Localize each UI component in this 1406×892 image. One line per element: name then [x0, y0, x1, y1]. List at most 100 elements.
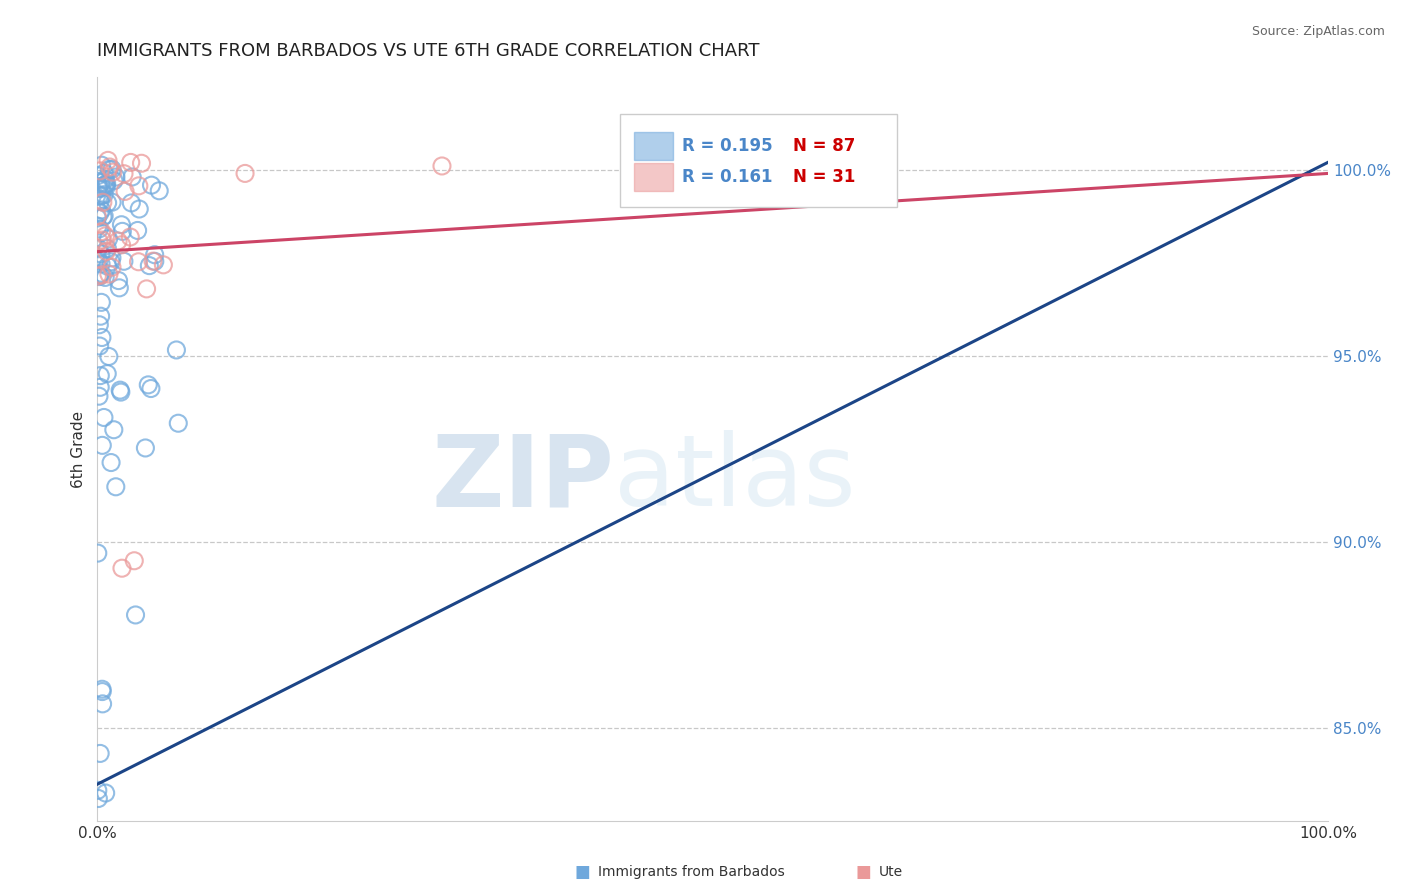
Point [104, 170, 127, 185]
Point [90, 181, 112, 195]
Point [143, 254, 166, 268]
Point [89, 268, 111, 282]
Text: ■: ■ [856, 863, 872, 881]
Point [96, 367, 118, 381]
Point [91, 697, 114, 711]
Point [120, 195, 142, 210]
Point [89, 318, 111, 332]
Point [430, 159, 453, 173]
Point [87, 242, 110, 256]
Point [98, 162, 121, 177]
Point [90, 309, 112, 323]
Point [91, 438, 114, 452]
Point [91, 233, 114, 247]
Point [148, 184, 170, 198]
Point [91, 682, 114, 697]
Point [121, 169, 143, 184]
Point [110, 385, 132, 400]
Point [89, 269, 111, 284]
Point [90, 295, 112, 310]
Point [97, 195, 120, 210]
Point [87, 254, 110, 268]
Text: R = 0.161: R = 0.161 [682, 169, 772, 186]
Point [139, 382, 162, 396]
Point [100, 456, 122, 470]
Point [111, 561, 134, 575]
Text: atlas: atlas [614, 430, 856, 527]
Text: N = 87: N = 87 [793, 136, 855, 155]
Point [152, 258, 174, 272]
Point [98, 160, 121, 174]
Point [142, 254, 165, 268]
Point [120, 230, 142, 244]
Point [107, 234, 129, 248]
Text: Immigrants from Barbados: Immigrants from Barbados [598, 865, 785, 880]
Point [96, 259, 118, 273]
FancyBboxPatch shape [620, 114, 897, 207]
Point [97, 267, 120, 281]
Point [136, 377, 159, 392]
Point [93, 179, 115, 194]
Point [103, 174, 125, 188]
Point [86, 169, 108, 183]
Point [89, 194, 111, 208]
Text: ZIP: ZIP [432, 430, 614, 527]
Point [89, 747, 111, 761]
Point [89, 380, 111, 394]
Point [124, 554, 146, 568]
Point [94, 228, 117, 243]
Point [90, 158, 112, 172]
Point [167, 416, 190, 430]
Point [90, 225, 112, 239]
Point [101, 195, 124, 210]
Point [101, 260, 124, 275]
Point [120, 155, 142, 169]
Point [91, 210, 114, 224]
Point [87, 389, 110, 403]
Point [104, 480, 127, 494]
Point [90, 188, 112, 202]
Point [90, 330, 112, 344]
Point [134, 441, 156, 455]
Point [103, 423, 125, 437]
Point [87, 182, 110, 196]
Point [90, 176, 112, 190]
Point [101, 162, 124, 177]
Point [128, 254, 150, 268]
Point [89, 222, 111, 236]
Point [110, 218, 132, 232]
Point [110, 237, 132, 252]
Point [86, 211, 108, 225]
Text: IMMIGRANTS FROM BARBADOS VS UTE 6TH GRADE CORRELATION CHART: IMMIGRANTS FROM BARBADOS VS UTE 6TH GRAD… [97, 42, 759, 60]
Point [93, 410, 115, 425]
Point [89, 368, 111, 383]
Point [87, 783, 110, 797]
Point [91, 195, 114, 210]
Point [114, 185, 136, 199]
Point [86, 269, 108, 284]
Point [131, 156, 153, 170]
Point [86, 209, 108, 223]
Point [90, 202, 112, 217]
Point [89, 339, 111, 353]
Point [96, 242, 118, 256]
Point [233, 166, 256, 180]
Point [96, 177, 118, 191]
Point [87, 179, 110, 194]
FancyBboxPatch shape [634, 163, 673, 191]
Point [112, 167, 135, 181]
Point [91, 684, 114, 698]
Point [87, 791, 110, 805]
Point [87, 546, 110, 560]
Point [93, 166, 115, 180]
Point [96, 179, 118, 194]
Point [128, 178, 150, 193]
Y-axis label: 6th Grade: 6th Grade [72, 410, 86, 488]
Point [94, 786, 117, 800]
Point [90, 266, 112, 280]
Point [127, 223, 149, 237]
Point [108, 281, 131, 295]
Text: Ute: Ute [879, 865, 903, 880]
Point [97, 350, 120, 364]
Point [93, 187, 115, 202]
